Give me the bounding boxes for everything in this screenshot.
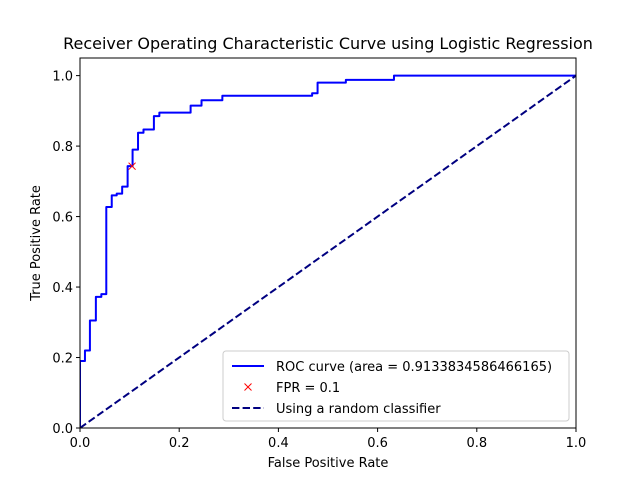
x-tick-label: 0.2 [169,436,190,451]
fpr-marker [128,162,136,171]
x-tick-label: 0.4 [268,436,289,451]
chart-title: Receiver Operating Characteristic Curve … [63,34,593,53]
random-classifier-line [80,74,576,428]
x-axis-label: False Positive Rate [268,456,389,471]
y-tick-label: 0.2 [52,352,73,367]
y-tick-label: 0.4 [52,281,73,296]
roc-curve-line [80,74,576,428]
legend-label: ROC curve (area = 0.9133834586466165) [276,360,552,375]
legend-entry: FPR = 0.1 [244,381,340,396]
y-tick-label: 1.0 [52,70,73,85]
y-axis-label: True Positive Rate [29,185,44,302]
y-tick-label: 0.6 [52,211,73,226]
x-tick-label: 0.6 [367,436,388,451]
y-tick-label: 0.8 [52,140,73,155]
legend-entry: ROC curve (area = 0.9133834586466165) [232,360,552,375]
legend-entry: Using a random classifier [232,402,441,417]
legend-label: Using a random classifier [276,402,441,417]
legend-label: FPR = 0.1 [276,381,340,396]
legend-box [222,350,570,422]
plot-frame [79,57,577,429]
x-tick-label: 1.0 [566,436,587,451]
legend: ROC curve (area = 0.9133834586466165) FPR… [222,350,570,422]
x-tick-label: 0.0 [70,436,91,451]
x-tick-label: 0.8 [466,436,487,451]
y-tick-label: 0.0 [52,422,73,437]
